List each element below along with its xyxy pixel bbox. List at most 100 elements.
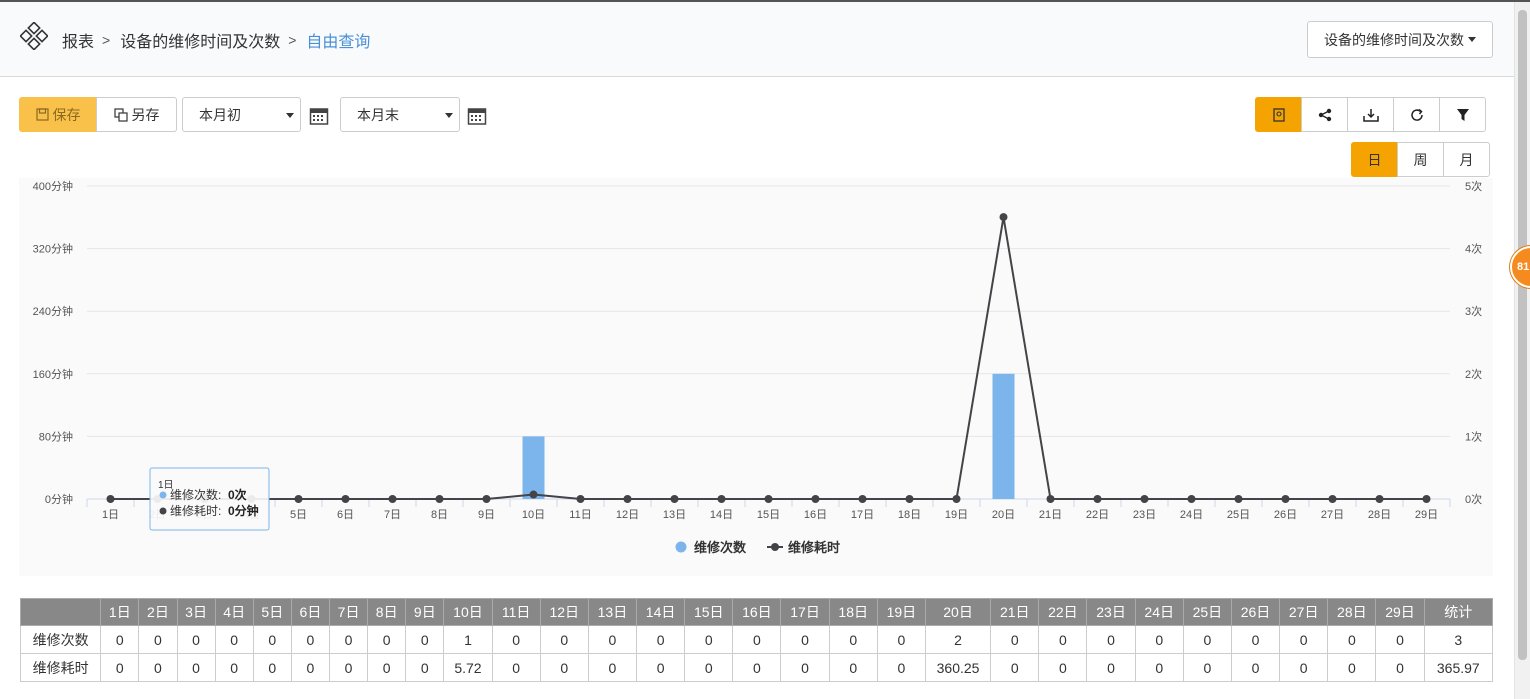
table-header-cell: 28日 — [1327, 598, 1377, 626]
table-cell: 0 — [828, 653, 878, 682]
breadcrumb-root[interactable]: 报表 — [62, 34, 95, 51]
x-tick-label: 15日 — [757, 509, 780, 521]
table-cell: 5.72 — [443, 653, 493, 682]
share-button[interactable] — [1301, 97, 1348, 132]
x-tick-label: 25日 — [1227, 509, 1250, 521]
period-day-button[interactable]: 日 — [1351, 142, 1398, 177]
y-right-tick-label: 0次 — [1465, 492, 1482, 506]
legend-label: 维修耗时 — [788, 540, 840, 555]
save-as-button[interactable]: 另存 — [96, 97, 177, 132]
table-cell: 0 — [405, 653, 445, 682]
table-cell: 0 — [539, 653, 589, 682]
data-table: 1日 2日 3日 4日 5日 6日 7日 8日 9日 10日 11日 12日 13日 14日 15日 16日 1… — [19, 598, 1494, 682]
tooltip-box — [149, 467, 270, 531]
caret-down-icon — [445, 113, 453, 118]
table-header-cell: 14日 — [636, 598, 686, 626]
x-tick-label: 6日 — [337, 509, 354, 521]
tooltip-value: 0分钟 — [228, 503, 259, 518]
line-point — [576, 495, 585, 503]
chevron-right-icon: > — [102, 32, 111, 48]
table-header-cell: 16日 — [732, 598, 782, 626]
badge-text: 81 — [1517, 261, 1530, 273]
table-cell: 0 — [990, 625, 1040, 654]
scrollbar-thumb[interactable] — [1518, 10, 1527, 660]
table-cell: 0 — [1038, 625, 1088, 654]
table-header-cell: 22日 — [1038, 598, 1088, 626]
table-cell: 0 — [1134, 653, 1184, 682]
table-header-cell: 9日 — [405, 598, 445, 626]
calendar-icon[interactable] — [309, 106, 329, 126]
table-cell: 0 — [176, 625, 216, 654]
x-tick-label: 9日 — [478, 509, 495, 521]
table-header-cell: 20日 — [924, 598, 992, 626]
table-header-cell: 7日 — [329, 598, 369, 626]
end-date-select[interactable]: 本月末 — [340, 97, 460, 132]
line-point — [999, 213, 1008, 222]
table-cell: 360.25 — [924, 653, 992, 682]
download-icon — [1362, 108, 1379, 122]
x-tick-label: 8日 — [431, 509, 448, 521]
save-button[interactable]: 保存 — [19, 97, 97, 132]
share-icon — [1318, 108, 1331, 121]
line-point — [106, 495, 115, 503]
table-cell: 0 — [100, 625, 140, 654]
x-tick-label: 21日 — [1039, 509, 1062, 521]
table-header-cell: 24日 — [1134, 598, 1184, 626]
tooltip-marker — [159, 507, 167, 515]
x-tick-label: 10日 — [522, 509, 545, 521]
refresh-button[interactable] — [1393, 97, 1440, 132]
legend-label: 维修次数 — [694, 540, 747, 555]
table-cell: 0 — [636, 625, 686, 654]
legend-bar-marker — [675, 541, 687, 553]
x-tick-label: 20日 — [992, 509, 1015, 521]
line-point — [294, 495, 303, 503]
table-cell: 0 — [329, 625, 369, 654]
end-date-value: 本月末 — [357, 106, 399, 123]
start-date-select[interactable]: 本月初 — [182, 97, 301, 132]
table-header-cell: 5日 — [252, 598, 292, 626]
x-tick-label: 29日 — [1415, 509, 1438, 521]
table-header-cell: 统计 — [1423, 598, 1494, 626]
period-month-button[interactable]: 月 — [1443, 142, 1490, 177]
table-cell: 维修耗时 — [19, 653, 102, 682]
table-header-cell: 6日 — [290, 598, 331, 626]
table-header-row: 1日 2日 3日 4日 5日 6日 7日 8日 9日 10日 11日 12日 13日 14日 15日 16日 1… — [19, 598, 1494, 626]
table-cell: 0 — [1279, 653, 1329, 682]
page-header: 报表 > 设备的维修时间及次数 > 自由查询 设备的维修时间及次数 — [0, 2, 1514, 77]
filter-button[interactable] — [1439, 97, 1486, 132]
y-right-tick-label: 3次 — [1465, 304, 1482, 318]
floating-badge[interactable]: 81 — [1510, 246, 1530, 288]
report-view-button[interactable] — [1255, 97, 1302, 132]
y-right-tick-label: 4次 — [1465, 242, 1482, 256]
caret-down-icon — [286, 113, 294, 118]
x-tick-label: 23日 — [1133, 509, 1156, 521]
table-cell: 0 — [828, 625, 878, 654]
table-cell: 0 — [780, 625, 830, 654]
breadcrumb-current[interactable]: 自由查询 — [306, 34, 371, 51]
table-header-cell: 23日 — [1086, 598, 1136, 626]
bar — [992, 373, 1015, 499]
table-cell: 0 — [684, 653, 734, 682]
download-button[interactable] — [1347, 97, 1394, 132]
table-cell: 0 — [367, 625, 407, 654]
table-header-cell: 8日 — [367, 598, 407, 626]
x-tick-label: 18日 — [898, 509, 921, 521]
table-header-cell: 26日 — [1230, 598, 1281, 626]
line-point — [1422, 495, 1431, 503]
period-week-button[interactable]: 周 — [1397, 142, 1444, 177]
table-cell: 0 — [214, 653, 254, 682]
report-select-value: 设备的维修时间及次数 — [1324, 31, 1464, 48]
chevron-right-icon: > — [288, 32, 297, 48]
breadcrumb-parent[interactable]: 设备的维修时间及次数 — [120, 34, 281, 51]
report-select[interactable]: 设备的维修时间及次数 — [1307, 21, 1493, 58]
table-cell: 0 — [732, 653, 782, 682]
line-point — [1281, 495, 1290, 503]
calendar-icon[interactable] — [467, 106, 487, 126]
table-row: 维修次数 0 0 0 0 0 0 0 0 0 1 0 0 0 0 0 0 0 0 0 2 0 0 0 0 0 0 0 0 0 3 — [19, 625, 1494, 654]
table-header-cell: 10日 — [443, 598, 493, 626]
line-point — [670, 495, 679, 503]
app-logo-icon[interactable] — [20, 22, 48, 50]
x-tick-label: 17日 — [851, 509, 874, 521]
table-cell: 0 — [1327, 625, 1377, 654]
page-scrollbar[interactable] — [1514, 2, 1530, 699]
